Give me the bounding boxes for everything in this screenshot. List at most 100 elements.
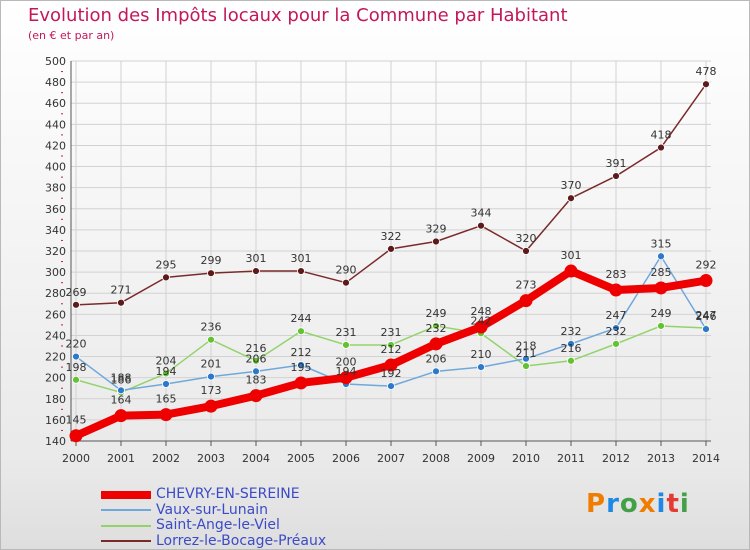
y-tick-label: 340 [45, 224, 66, 237]
series-0 [69, 264, 713, 443]
data-point [252, 267, 260, 275]
data-point [252, 367, 260, 376]
data-label: 145 [66, 414, 87, 427]
data-point [612, 339, 620, 348]
x-tick-label: 2004 [242, 452, 270, 465]
data-point [162, 273, 170, 282]
data-point [699, 274, 713, 288]
data-label: 295 [156, 258, 177, 271]
data-label: 231 [381, 326, 402, 339]
data-label: 244 [291, 312, 312, 325]
data-point [72, 352, 80, 361]
data-point [567, 356, 575, 365]
y-tick-label: 380 [45, 182, 66, 195]
chart-title: Evolution des Impôts locaux pour la Comm… [28, 5, 568, 26]
data-label: 231 [336, 326, 357, 339]
data-point [387, 382, 395, 391]
data-label: 269 [66, 286, 87, 299]
y-tick-label: 220 [45, 351, 66, 364]
data-label: 299 [201, 254, 222, 267]
data-point [432, 237, 440, 246]
data-point [204, 399, 218, 413]
x-tick-label: 2005 [287, 452, 315, 465]
y-tick-label: 160 [45, 414, 66, 427]
data-label: 290 [336, 264, 357, 277]
series [69, 80, 713, 443]
logo-letter: i [679, 489, 690, 519]
data-point [564, 264, 578, 278]
y-tick-label: 420 [45, 139, 66, 152]
data-point [432, 367, 440, 376]
logo-letter: P [586, 489, 607, 519]
data-label: 232 [426, 322, 447, 335]
legend-swatch [101, 524, 151, 527]
data-label: 301 [561, 249, 582, 262]
data-point [477, 221, 485, 230]
data-label: 271 [111, 284, 132, 297]
x-tick-label: 2001 [107, 452, 135, 465]
legend-swatch [101, 540, 151, 543]
y-tick-label: 320 [45, 245, 66, 258]
axes: 1401601802002202402602803003203403603804… [45, 55, 720, 465]
data-point [654, 281, 668, 295]
chart-subtitle: (en € et par an) [28, 29, 115, 42]
data-point [114, 409, 128, 423]
grid [71, 60, 711, 442]
data-label: 301 [291, 252, 312, 265]
data-label: 292 [696, 259, 717, 272]
data-label: 391 [606, 157, 627, 170]
legend-swatch [101, 509, 151, 512]
data-point [657, 143, 665, 152]
data-label: 192 [381, 367, 402, 380]
data-label: 210 [471, 348, 492, 361]
y-tick-label: 460 [45, 97, 66, 110]
data-point [387, 341, 395, 349]
data-label: 478 [696, 65, 717, 78]
data-point [294, 376, 308, 390]
data-point [657, 252, 665, 261]
data-label: 247 [606, 309, 627, 322]
data-label: 329 [426, 223, 447, 236]
data-label: 212 [381, 343, 402, 356]
data-label: 249 [651, 307, 672, 320]
data-point [474, 320, 488, 334]
data-label: 195 [291, 361, 312, 374]
y-tick-label: 140 [45, 435, 66, 448]
data-point [522, 362, 530, 370]
data-label: 322 [381, 230, 402, 243]
logo-letter: t [666, 489, 680, 519]
data-label: 198 [66, 361, 87, 374]
data-label: 247 [696, 309, 717, 322]
data-point [297, 267, 305, 275]
x-tick-label: 2010 [512, 452, 540, 465]
data-point [69, 429, 83, 443]
data-label: 165 [156, 393, 177, 406]
x-tick-label: 2003 [197, 452, 225, 465]
data-point [477, 363, 485, 372]
data-point [297, 327, 305, 336]
data-label: 211 [516, 347, 537, 360]
data-label: 164 [111, 394, 132, 407]
data-label: 344 [471, 207, 492, 220]
legend-swatch [101, 490, 151, 499]
data-label: 206 [246, 352, 267, 365]
data-point [159, 408, 173, 422]
data-point [297, 361, 305, 369]
x-tick-label: 2011 [557, 452, 585, 465]
data-label: 186 [111, 373, 132, 386]
logo-letter: x [638, 489, 657, 519]
legend-label: Lorrez-le-Bocage-Préaux [156, 532, 327, 549]
proxiti-logo: Proxiti [586, 489, 690, 519]
data-label: 220 [66, 338, 87, 351]
series-1 [72, 252, 710, 395]
data-label: 194 [156, 365, 177, 378]
data-point [387, 244, 395, 253]
legend-label: CHEVRY-EN-SEREINE [156, 486, 300, 502]
data-point [342, 278, 350, 287]
y-tick-label: 260 [45, 308, 66, 321]
data-label: 216 [561, 342, 582, 355]
data-point [339, 371, 353, 385]
data-label: 315 [651, 237, 672, 250]
